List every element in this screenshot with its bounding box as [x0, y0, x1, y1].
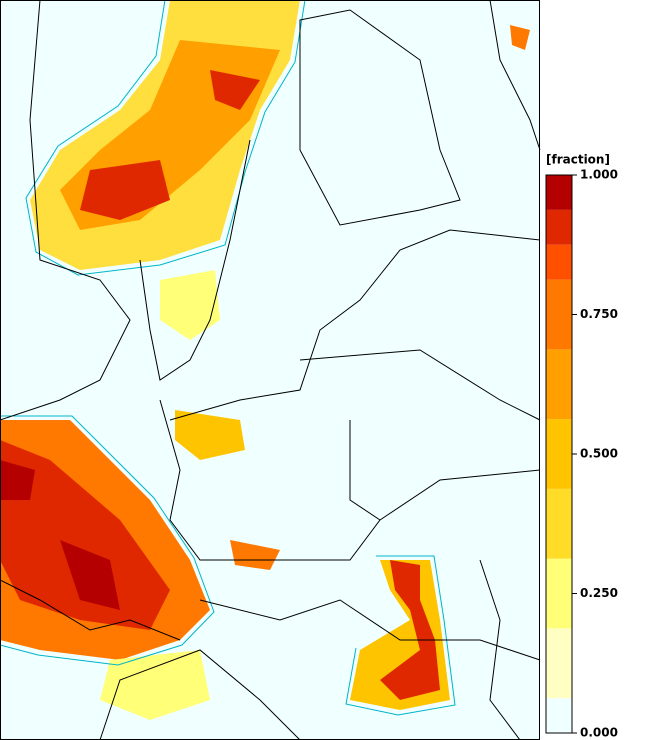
colorbar-bin — [546, 244, 572, 280]
colorbar-bin — [546, 628, 572, 699]
map — [0, 0, 541, 740]
colorbar-bin — [546, 488, 572, 559]
field — [0, 0, 530, 720]
coastlines — [0, 0, 541, 740]
colorbar-bin — [546, 419, 572, 489]
colorbar-bin — [546, 558, 572, 629]
isolines — [0, 0, 456, 716]
colorbar-tick-label: 0.000 — [580, 726, 618, 740]
colorbar-tick-label: 0.250 — [580, 586, 618, 600]
colorbar: [fraction] 0.000 0.250 0.500 0.750 1.000 — [545, 153, 618, 740]
colorbar-bin — [546, 349, 572, 420]
colorbar-title: [fraction] — [546, 153, 610, 167]
colorbar-tick-label: 1.000 — [580, 168, 618, 182]
colorbar-tick-label: 0.500 — [580, 447, 618, 461]
colorbar-bin — [546, 209, 572, 245]
colorbar-tick-label: 0.750 — [580, 307, 618, 321]
colorbar-bin — [546, 175, 572, 210]
colorbar-bin — [546, 279, 572, 350]
colorbar-bin — [546, 698, 572, 733]
